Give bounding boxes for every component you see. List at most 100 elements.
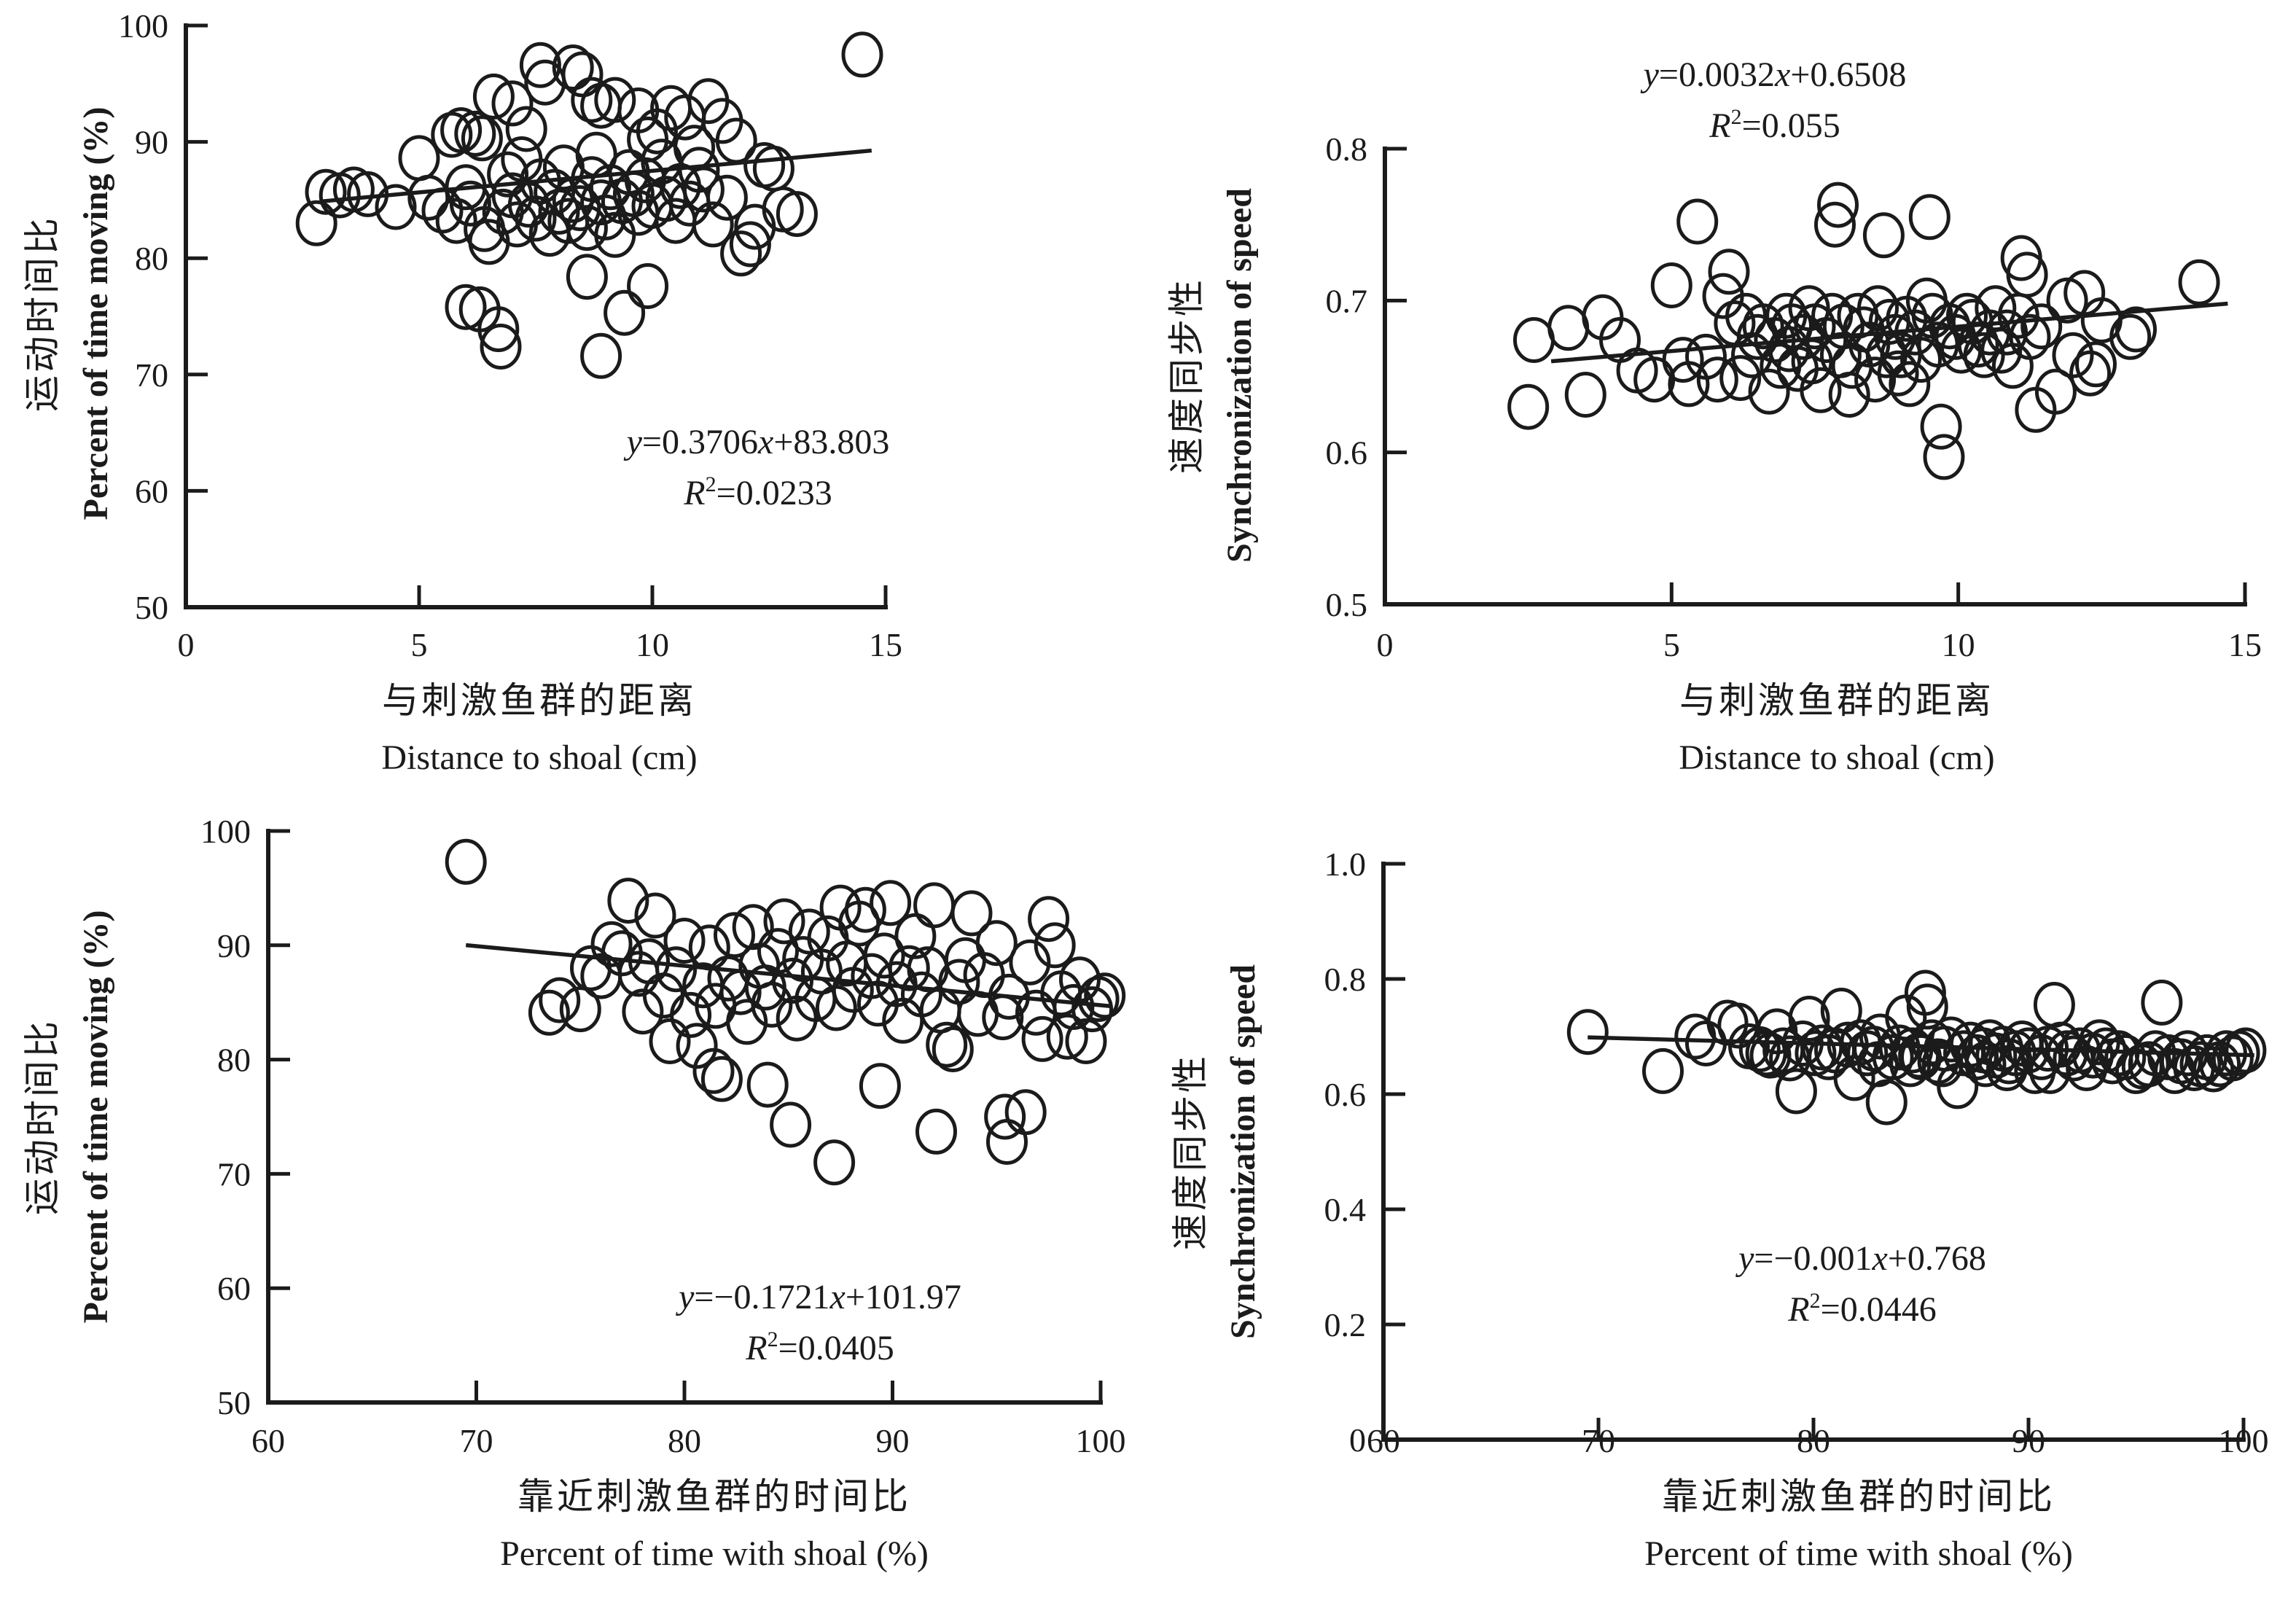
scatter-point [1775,1068,1817,1115]
scatter-point [1513,317,1555,363]
scatter-point [1820,988,1862,1034]
y-axis-title-zh: 运动时间比 [22,1018,63,1215]
scatter-point [870,880,912,926]
y-tick-label: 70 [135,356,168,394]
scatter-point [1547,305,1590,351]
scatter-point [472,73,515,120]
scatter-point [604,289,646,336]
scatter-point [950,890,993,937]
scatter-point [534,168,576,215]
x-tick-label: 0 [1377,626,1394,663]
scatter-series [445,838,1126,1186]
scatter-point [1071,986,1114,1033]
y-axis-title-en: Synchronization of speed [1220,188,1259,563]
scatter-point [1566,1009,1609,1055]
scatter-point [1034,922,1076,969]
scatter-point [642,972,684,1019]
panel-bottom-right: 1.0 0.8 0.6 0.4 0.2 0 60 70 80 90 100 y=−0.001x+0.7… [1170,846,2269,1573]
scatter-point [295,200,337,246]
scatter-point [1920,403,1962,450]
scatter-point [627,263,669,309]
scatter-point [480,324,522,370]
scatter-point [813,1139,856,1186]
x-axis-title-en: Distance to shoal (cm) [381,738,697,777]
scatter-point [491,80,534,127]
y-tick-label: 80 [135,240,168,277]
y-tick-label: 0.8 [1324,961,1367,998]
y-tick-label: 50 [135,589,168,626]
scatter-point [726,999,768,1045]
scatter-series [1566,969,2267,1125]
r-squared-text: R2=0.0405 [745,1327,894,1367]
scatter-point [1021,1015,1063,1062]
scatter-point [552,44,594,90]
scatter-point [590,921,633,967]
scatter-point [888,945,930,991]
x-tick-label: 100 [1076,1422,1126,1459]
scatter-point [636,108,678,155]
scatter-point [1986,309,2028,356]
scatter-point [729,221,771,268]
scatter-series [295,31,883,379]
scatter-point [1748,368,1790,415]
scatter-point [757,928,799,975]
scatter-point [2128,1041,2170,1088]
scatter-point [1650,262,1692,308]
x-tick-label: 80 [668,1422,701,1459]
scatter-point [1963,332,2005,378]
scatter-point [1889,361,1931,407]
y-axis-title-zh: 速度同步性 [1170,1053,1211,1250]
x-tick-label: 100 [2219,1422,2269,1459]
x-tick-label: 60 [251,1422,285,1459]
scatter-point [655,946,698,993]
scatter-point [1906,983,1948,1030]
scatter-point [841,31,883,78]
scatter-point [594,77,636,123]
scatter-point [1788,996,1830,1042]
scatter-point [305,168,347,215]
y-tick-label: 60 [135,472,168,510]
scatter-point [676,1023,718,1069]
scatter-point [1009,939,1051,986]
scatter-point [1077,976,1120,1022]
scatter-point [1854,356,1897,403]
panel-top-left: 100 90 80 70 60 50 0 5 10 15 y=0.3706x+83.803 R2=0.… [22,7,902,777]
scatter-point [519,42,561,88]
scatter-point [932,1026,974,1072]
scatter-point [2069,350,2112,397]
equation-text: y=0.3706x+83.803 [623,423,890,461]
scatter-point [487,151,529,198]
y-tick-label: 0.6 [1326,434,1368,472]
scatter-point [1828,372,1870,418]
scatter-point [445,838,487,885]
scatter-point [2034,368,2077,415]
scatter-point [2141,979,2183,1026]
scatter-point [1084,972,1126,1019]
y-tick-label: 0 [1349,1421,1366,1459]
regression-line [1550,301,2228,364]
scatter-point [772,957,813,1004]
scatter-point [1904,969,1946,1016]
scatter-point [732,904,774,951]
scatter-point [1946,292,1988,339]
x-axis-title-zh: 与刺激鱼群的距离 [1679,680,1994,721]
scatter-point [1872,1034,1914,1080]
scatter-point [2075,341,2117,388]
scatter-point [1877,350,1919,397]
scatter-point [2109,313,2152,360]
y-tick-label: 60 [217,1270,251,1307]
scatter-point [1923,434,1965,480]
scatter-point [2192,1046,2235,1093]
scatter-point [624,157,666,203]
scatter-point [692,1047,735,1094]
scatter-point [435,198,477,244]
y-tick-label: 1.0 [1324,846,1367,883]
scatter-point [913,882,956,929]
x-tick-label: 80 [1797,1422,1830,1459]
x-tick-label: 70 [1582,1422,1615,1459]
scatter-point [688,924,730,971]
x-axis-title-en: Percent of time with shoal (%) [500,1534,929,1573]
scatter-point [1685,333,1727,380]
scatter-point [2115,306,2157,353]
